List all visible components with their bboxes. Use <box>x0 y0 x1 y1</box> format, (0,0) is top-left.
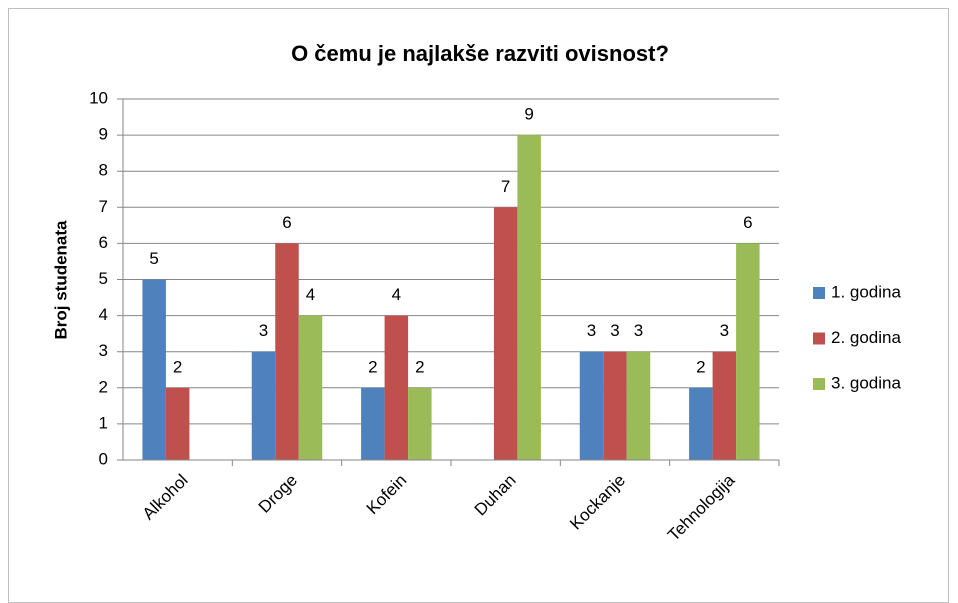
data-label: 3 <box>610 321 619 340</box>
bar <box>361 387 385 460</box>
y-tick-label: 10 <box>89 88 108 107</box>
data-label: 2 <box>415 357 424 376</box>
y-tick-label: 7 <box>99 197 108 216</box>
bar <box>275 243 299 460</box>
legend-swatch <box>813 378 825 390</box>
data-label: 6 <box>743 213 752 232</box>
bar <box>298 315 323 460</box>
legend-swatch <box>813 332 825 345</box>
bar <box>142 279 166 460</box>
data-label: 3 <box>259 321 268 340</box>
bar <box>384 315 409 460</box>
data-label: 9 <box>524 105 533 124</box>
bar <box>736 243 760 460</box>
data-label: 6 <box>282 213 291 232</box>
legend-label: 3. godina <box>831 373 901 392</box>
bar <box>165 387 190 460</box>
data-label: 7 <box>501 177 510 196</box>
y-tick-label: 4 <box>99 305 108 324</box>
legend-label: 1. godina <box>831 282 901 301</box>
y-tick-label: 8 <box>99 161 108 180</box>
bar <box>408 387 432 460</box>
y-tick-label: 1 <box>99 413 108 432</box>
data-label: 4 <box>392 285 401 304</box>
bar <box>689 387 713 460</box>
data-label: 5 <box>149 249 158 268</box>
y-tick-label: 2 <box>99 377 108 396</box>
data-label: 3 <box>587 321 596 340</box>
legend-label: 2. godina <box>831 328 901 347</box>
data-label: 4 <box>306 285 315 304</box>
y-tick-label: 6 <box>99 233 108 252</box>
bar <box>251 351 276 460</box>
data-label: 2 <box>173 357 182 376</box>
y-tick-label: 3 <box>99 341 108 360</box>
legend-swatch <box>813 287 825 299</box>
data-label: 3 <box>634 321 643 340</box>
y-tick-label: 5 <box>99 269 108 288</box>
bar <box>626 351 651 460</box>
data-label: 2 <box>368 357 377 376</box>
bar <box>712 351 737 460</box>
y-tick-label: 0 <box>99 449 108 468</box>
bar <box>493 207 518 460</box>
bar <box>579 351 604 460</box>
data-label: 2 <box>696 357 705 376</box>
y-axis-label: Broj studenata <box>51 220 70 340</box>
chart-title: O čemu je najlakše razviti ovisnost? <box>291 41 669 66</box>
y-tick-label: 9 <box>99 125 108 144</box>
data-label: 3 <box>720 321 729 340</box>
bar <box>603 351 627 460</box>
bar <box>517 135 541 460</box>
